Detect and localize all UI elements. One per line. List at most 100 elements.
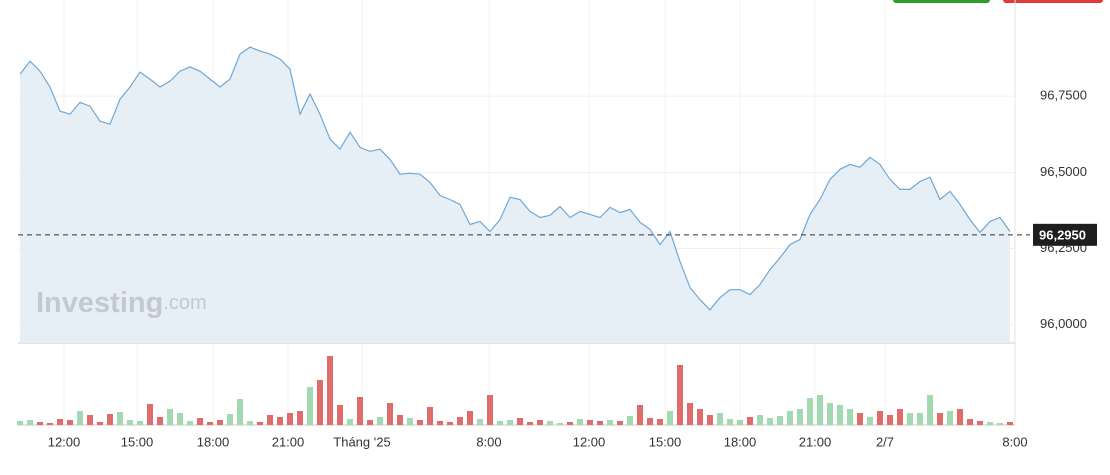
volume-bar — [707, 415, 713, 425]
volume-bar — [837, 405, 843, 425]
price-line — [19, 46, 1011, 311]
x-tick-label: 21:00 — [272, 434, 305, 449]
volume-bar — [667, 411, 673, 425]
volume-bar — [887, 415, 893, 425]
volume-bar — [807, 398, 813, 425]
x-tick-label: 8:00 — [1002, 434, 1027, 449]
volume-bar — [177, 413, 183, 425]
volume-bar — [507, 420, 513, 425]
volume-bar — [917, 413, 923, 425]
volume-bar — [377, 417, 383, 425]
volume-bar — [117, 412, 123, 425]
volume-bar — [737, 420, 743, 425]
x-tick-label: 21:00 — [799, 434, 832, 449]
volume-bar — [907, 413, 913, 425]
volume-bar — [847, 409, 853, 425]
volume-bar — [767, 418, 773, 425]
volume-bar — [627, 416, 633, 425]
volume-bar — [67, 420, 73, 425]
plot — [17, 46, 1030, 425]
x-tick-label: 12:00 — [48, 434, 81, 449]
sell-button[interactable] — [1003, 0, 1103, 3]
current-price-box — [1033, 223, 1097, 246]
volume-bar — [317, 380, 323, 425]
buy-button[interactable] — [893, 0, 990, 3]
volume-bar — [187, 421, 193, 425]
volume-bar — [957, 409, 963, 425]
volume-bar — [437, 421, 443, 425]
volume-bar — [647, 418, 653, 425]
volume-bar — [467, 411, 473, 425]
volume-bar — [157, 417, 163, 425]
volume-bar — [277, 417, 283, 425]
volume-bar — [37, 422, 43, 425]
volume-bar — [637, 405, 643, 425]
volume-bar — [577, 419, 583, 425]
volume-bar — [587, 420, 593, 425]
volume-bar — [517, 418, 523, 425]
volume-bar — [447, 422, 453, 425]
volume-bar — [137, 421, 143, 425]
volume-bar — [257, 422, 263, 425]
volume-bar — [487, 395, 493, 425]
volume-bar — [947, 411, 953, 425]
y-tick-label: 96,0000 — [1040, 316, 1087, 331]
x-tick-label: 18:00 — [724, 434, 757, 449]
x-tick-label: 15:00 — [121, 434, 154, 449]
volume-bar — [207, 422, 213, 425]
volume-bar — [747, 417, 753, 425]
volume-bar — [107, 414, 113, 425]
volume-bar — [897, 409, 903, 425]
volume-bar — [1007, 422, 1013, 425]
volume-bar — [337, 405, 343, 425]
volume-bar — [247, 421, 253, 425]
current-price-label: 96,2950 — [1039, 227, 1086, 242]
volume-bar — [167, 409, 173, 425]
x-tick-label: Tháng '25 — [333, 434, 390, 449]
volume-bar — [677, 365, 683, 425]
x-tick-label: 18:00 — [197, 434, 230, 449]
volume-bar — [537, 420, 543, 425]
volume-bar — [717, 413, 723, 425]
volume-bar — [547, 421, 553, 425]
volume-bar — [527, 422, 533, 425]
volume-bar — [497, 421, 503, 425]
volume-bar — [127, 420, 133, 425]
y-tick-label: 96,7500 — [1040, 88, 1087, 103]
x-tick-label: 15:00 — [649, 434, 682, 449]
x-tick-label: 8:00 — [476, 434, 501, 449]
volume-bar — [397, 415, 403, 425]
volume-bar — [557, 423, 563, 425]
watermark-main: Investing — [36, 287, 163, 319]
volume-bar — [217, 420, 223, 425]
volume-bar — [817, 395, 823, 425]
volume-bar — [77, 411, 83, 425]
watermark: Investing.com — [36, 287, 207, 319]
volume-bar — [147, 404, 153, 425]
volume-bar — [307, 387, 313, 425]
volume-bar — [937, 413, 943, 425]
volume-bar — [727, 419, 733, 425]
x-tick-label: 2/7 — [876, 434, 894, 449]
volume-bar — [927, 395, 933, 425]
volume-bar — [617, 421, 623, 425]
volume-bar — [367, 420, 373, 425]
volume-bar — [407, 418, 413, 425]
volume-bar — [87, 415, 93, 425]
volume-bar — [297, 411, 303, 425]
volume-bar — [797, 409, 803, 425]
volume-bar — [327, 356, 333, 425]
volume-bar — [827, 403, 833, 425]
volume-bar — [607, 420, 613, 425]
volume-bar — [227, 414, 233, 425]
volume-bar — [687, 403, 693, 425]
volume-bar — [977, 421, 983, 425]
volume-bar — [197, 418, 203, 425]
volume-bar — [477, 419, 483, 425]
volume-bar — [567, 422, 573, 425]
volume-bar — [597, 421, 603, 425]
volume-bar — [427, 407, 433, 425]
volume-bar — [987, 422, 993, 425]
volume-bar — [47, 423, 53, 425]
